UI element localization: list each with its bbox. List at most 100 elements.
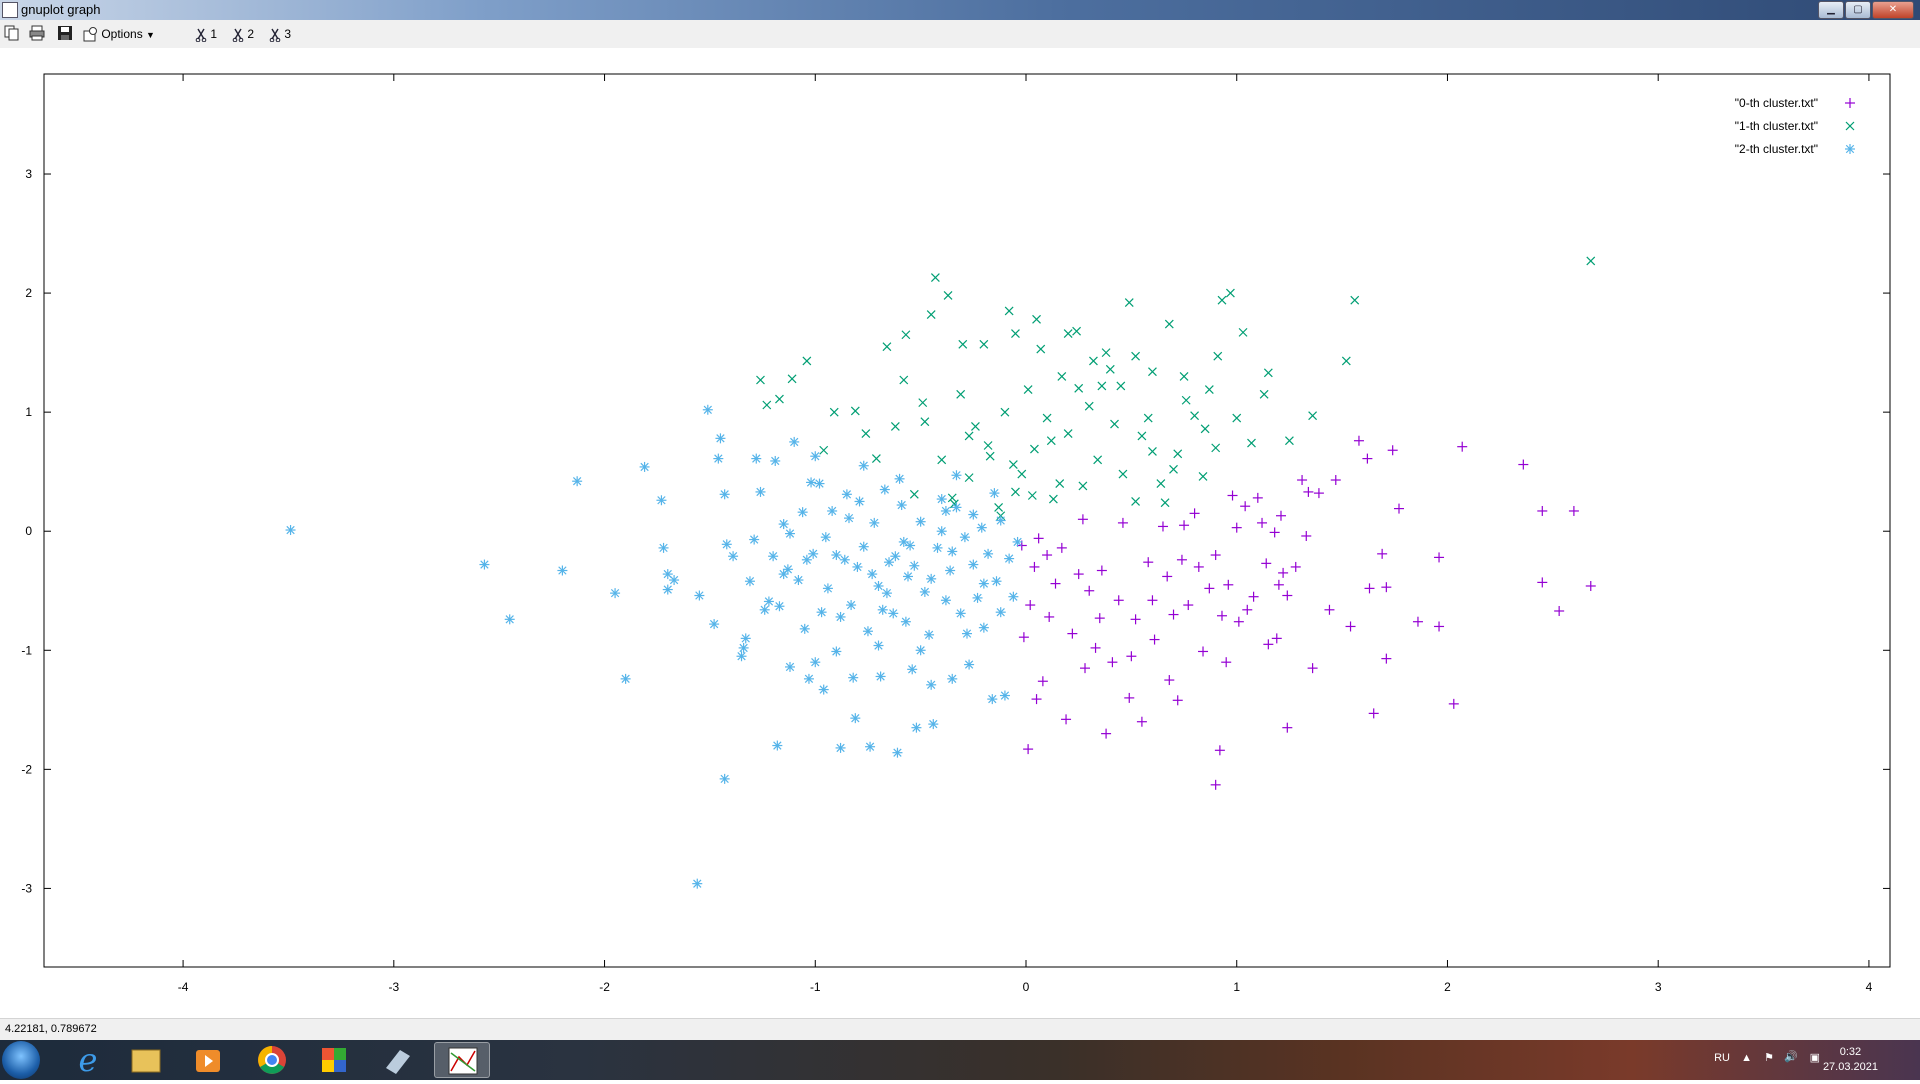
point-series-2-stroke [979,579,989,588]
point-series-0 [1204,583,1215,594]
point-series-2 [926,679,937,690]
point-series-1-stroke [964,473,974,483]
maximize-button[interactable]: ▢ [1845,1,1871,19]
legend-marker [1845,144,1855,154]
point-series-2 [715,433,726,444]
point-series-2-stroke [505,615,514,624]
point-series-1 [1030,444,1039,454]
point-series-2 [728,551,739,562]
point-series-2-stroke [741,634,750,643]
point-series-1 [1213,351,1223,361]
clock[interactable]: 0:32 27.03.2021 [1823,1045,1878,1075]
chrome-icon[interactable] [246,1042,298,1078]
point-series-2-stroke [775,602,784,611]
scatter-chart[interactable]: -4 -3 -2 -1 0 1 2 3 4 -3 -2 -1 0 1 2 3 "0-th cluster.txt… [0,48,1920,1018]
save-button[interactable] [57,25,73,43]
point-series-1-stroke [1259,389,1269,399]
point-series-0 [1164,675,1175,686]
point-series-2-stroke [952,503,961,512]
toggle-plot-3-button[interactable]: 3 [269,25,291,43]
point-series-1 [1048,494,1058,504]
point-series-0 [1189,508,1200,519]
point-series-0 [1381,653,1392,664]
network-icon[interactable]: ▣ [1809,1052,1820,1064]
language-indicator[interactable]: RU [1714,1052,1730,1064]
point-series-2-stroke [790,437,799,447]
point-series-2-stroke [996,516,1005,525]
options-menu-button[interactable]: Options ▼ [82,25,155,43]
copy-clipboard-button[interactable] [4,25,20,43]
point-series-1-stroke [1586,256,1596,266]
point-series-2 [835,611,846,622]
print-icon [29,25,45,41]
point-series-2 [639,461,650,472]
point-series-1 [1101,348,1111,358]
point-series-1 [926,310,936,319]
point-series-2 [774,601,785,612]
point-series-1-stroke [1011,487,1020,497]
point-series-2-stroke [836,743,845,753]
point-series-0 [1269,527,1280,538]
point-series-0 [1248,591,1259,602]
point-series-1-stroke [1238,327,1248,337]
plot-area[interactable]: -4 -3 -2 -1 0 1 2 3 4 -3 -2 -1 0 1 2 3 "0-th cluster.txt… [0,48,1920,1018]
gnuplot-taskbar-icon[interactable] [434,1042,490,1078]
app-colored-icon[interactable] [308,1042,360,1078]
point-series-2 [803,673,814,684]
point-series-1-stroke [1350,295,1360,305]
svg-text:e: e [79,1042,98,1078]
point-series-2 [978,578,989,589]
point-series-2-stroke [808,549,818,559]
point-series-2 [951,502,962,513]
toggle-plot-2-label: 2 [247,27,255,41]
point-series-0 [1457,441,1468,452]
point-series-1 [937,455,947,465]
point-series-1 [1097,381,1107,391]
point-series-2-stroke [889,609,898,618]
point-series-1-stroke [1247,438,1256,448]
point-series-2-stroke [990,488,999,498]
point-series-2-stroke [876,672,885,681]
point-series-0 [1179,520,1190,531]
point-series-1 [1011,487,1020,497]
point-series-2 [999,690,1010,701]
point-series-2-stroke [695,591,704,600]
point-series-2-stroke [945,566,955,575]
point-series-2-stroke [709,619,719,629]
point-series-1 [1173,449,1183,459]
x-tick-label: 1 [1233,980,1240,994]
point-series-1-stroke [1118,469,1128,479]
eraser-app-icon[interactable] [372,1042,424,1078]
point-series-1-stroke [985,451,995,461]
point-series-0 [1183,600,1194,611]
point-series-1 [899,375,909,385]
point-series-1-stroke [1032,314,1041,324]
toggle-plot-1-button[interactable]: 1 [195,25,217,43]
point-series-1-stroke [979,339,989,349]
point-series-2 [713,453,724,464]
point-series-0 [1096,565,1107,576]
volume-icon[interactable]: 🔊 [1784,1051,1798,1063]
start-button[interactable] [2,1041,40,1079]
file-explorer-icon[interactable] [120,1042,172,1078]
print-button[interactable] [29,25,45,43]
flag-icon[interactable]: ⚑ [1764,1052,1774,1064]
point-series-1-stroke [943,291,953,300]
point-series-1-stroke [1156,479,1166,489]
point-series-2 [924,629,935,640]
point-series-2 [976,522,987,533]
point-series-0 [1537,577,1548,588]
point-series-1 [1238,327,1248,337]
close-button[interactable]: ✕ [1872,1,1914,19]
point-series-2-stroke [693,879,702,888]
toggle-plot-2-button[interactable]: 2 [232,25,254,43]
point-series-2 [656,495,667,506]
point-series-1 [964,431,974,441]
point-series-2-stroke [910,561,919,570]
show-hidden-icons-icon[interactable]: ▲ [1741,1052,1752,1064]
media-player-icon[interactable] [182,1042,234,1078]
internet-explorer-icon[interactable]: e [62,1041,114,1079]
minimize-button[interactable]: ▁ [1818,1,1844,19]
point-series-2 [846,600,857,611]
y-tick-label: -3 [21,881,32,895]
